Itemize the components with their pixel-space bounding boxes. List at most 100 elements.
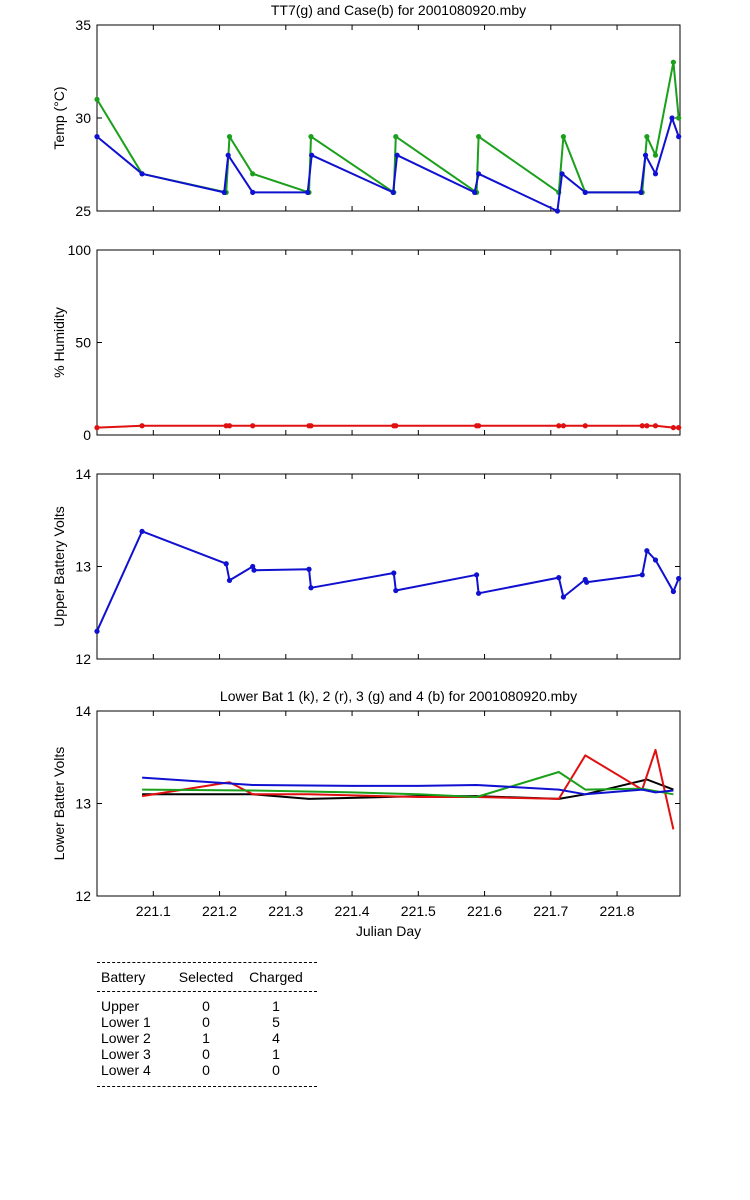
cell-selected: 0 <box>202 1046 210 1062</box>
data-point <box>639 572 645 578</box>
cell-selected: 1 <box>202 1030 210 1046</box>
cell-battery: Lower 2 <box>101 1030 151 1046</box>
cell-charged: 0 <box>272 1062 280 1078</box>
data-point <box>226 134 233 140</box>
y-tick-label: 12 <box>75 651 91 667</box>
header-selected: Selected <box>178 969 234 985</box>
plot-frame <box>96 710 681 897</box>
data-point <box>221 189 227 195</box>
plot-frame <box>96 249 681 436</box>
table-row: Lower 1 0 5 <box>97 1014 317 1030</box>
chart-title: TT7(g) and Case(b) for 2001080920.mby <box>271 2 526 18</box>
y-axis-label: % Humidity <box>51 307 67 378</box>
data-point <box>676 134 682 140</box>
data-point <box>251 567 257 573</box>
x-tick-label: 221.2 <box>202 903 237 919</box>
data-point <box>139 423 145 429</box>
table-body: Upper 0 1 Lower 1 0 5 Lower 2 1 4 Lower … <box>97 998 317 1078</box>
data-point <box>139 171 145 177</box>
data-point <box>390 189 396 195</box>
data-point <box>474 572 480 578</box>
cell-selected: 0 <box>202 1014 210 1030</box>
data-point <box>669 115 675 121</box>
data-point <box>670 588 676 595</box>
figure: 25 30 35 TT7(g) and Case(b) for 2001080920.… <box>51 2 682 939</box>
chart-panel-3 <box>94 473 682 660</box>
data-point <box>556 423 562 429</box>
data-point <box>652 171 659 177</box>
data-point <box>670 59 676 65</box>
y-axis-label: Temp (°C) <box>51 86 67 149</box>
data-point <box>250 171 256 177</box>
series-line <box>96 117 680 212</box>
data-point <box>394 152 400 158</box>
y-tick-label: 0 <box>83 427 91 443</box>
y-tick-label: 35 <box>75 17 91 33</box>
y-tick-label: 14 <box>75 703 91 719</box>
data-point <box>670 425 676 431</box>
y-tick-label: 14 <box>75 466 91 482</box>
plot-frame <box>96 473 681 660</box>
cell-battery: Upper <box>101 998 140 1014</box>
data-point <box>309 152 315 158</box>
data-point <box>652 152 659 158</box>
y-tick-label: 50 <box>75 335 91 351</box>
cell-charged: 1 <box>272 1046 280 1062</box>
data-point <box>582 189 588 195</box>
data-point <box>306 566 312 572</box>
series-line <box>142 776 674 796</box>
chart-panel-4 <box>96 710 681 897</box>
cell-battery: Lower 1 <box>101 1014 151 1030</box>
data-point <box>652 557 659 563</box>
series-line <box>96 530 680 632</box>
x-tick-label: 221.6 <box>467 903 502 919</box>
data-point <box>560 134 567 140</box>
data-point <box>308 423 314 429</box>
data-point <box>94 134 100 140</box>
cell-selected: 0 <box>202 998 210 1014</box>
y-axis-label: Upper Battery Volts <box>51 506 67 627</box>
data-point <box>639 423 645 429</box>
data-point <box>642 152 649 158</box>
chart-panel-2 <box>94 249 682 436</box>
table-row: Upper 0 1 <box>97 998 317 1014</box>
data-point <box>476 590 482 596</box>
data-point <box>226 423 233 429</box>
data-point <box>638 189 644 195</box>
table-top-rule <box>97 962 317 963</box>
table-header-rule <box>97 991 317 992</box>
table-header-row: Battery Selected Charged <box>97 969 317 985</box>
y-tick-label: 30 <box>75 110 91 126</box>
battery-summary-table: Battery Selected Charged Upper 0 1 Lower… <box>97 962 317 1087</box>
data-point <box>676 575 682 582</box>
data-point <box>472 189 478 195</box>
data-point <box>94 96 100 102</box>
data-point <box>652 423 659 429</box>
table-row: Lower 3 0 1 <box>97 1046 317 1062</box>
chart-title: Lower Bat 1 (k), 2 (r), 3 (g) and 4 (b) … <box>220 688 577 704</box>
data-point <box>250 189 256 195</box>
data-point <box>305 189 311 195</box>
header-charged: Charged <box>249 969 303 985</box>
y-tick-label: 13 <box>75 796 91 812</box>
x-tick-label: 221.1 <box>136 903 171 919</box>
cell-selected: 0 <box>202 1062 210 1078</box>
cell-charged: 5 <box>272 1014 280 1030</box>
data-point <box>476 134 482 140</box>
data-point <box>94 628 100 634</box>
data-point <box>560 423 567 429</box>
y-axis-label: Lower Batter Volts <box>51 747 67 861</box>
data-point <box>583 579 590 585</box>
data-point <box>676 115 682 121</box>
data-point <box>582 423 588 429</box>
series-line <box>96 61 680 194</box>
data-point <box>393 587 399 594</box>
x-tick-label: 221.7 <box>533 903 568 919</box>
data-point <box>393 134 399 140</box>
cell-battery: Lower 4 <box>101 1062 151 1078</box>
data-point <box>476 423 482 429</box>
x-tick-label: 221.8 <box>600 903 635 919</box>
y-tick-label: 12 <box>75 888 91 904</box>
y-tick-label: 100 <box>68 242 92 258</box>
x-tick-label: 221.4 <box>335 903 370 919</box>
